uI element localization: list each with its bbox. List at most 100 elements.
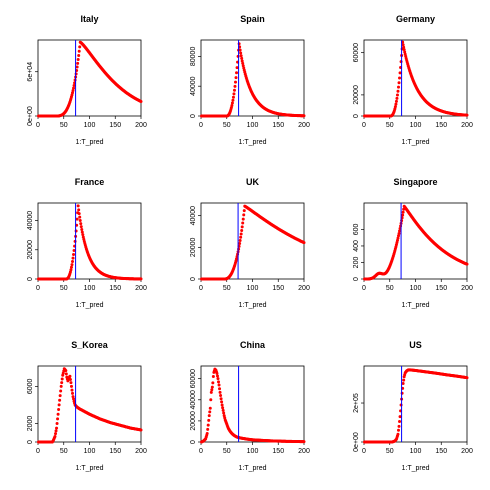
data-point bbox=[238, 242, 242, 246]
x-tick-label: 100 bbox=[84, 448, 96, 455]
data-point bbox=[71, 91, 75, 95]
x-tick-label: 50 bbox=[386, 285, 394, 292]
x-tick-label: 0 bbox=[36, 448, 40, 455]
data-point bbox=[220, 400, 224, 404]
x-tick-label: 0 bbox=[199, 285, 203, 292]
data-point bbox=[465, 376, 469, 380]
data-point bbox=[395, 96, 399, 100]
panel-title: China bbox=[240, 340, 266, 350]
data-point bbox=[402, 45, 406, 49]
data-point bbox=[402, 378, 406, 382]
x-tick-label: 150 bbox=[272, 122, 284, 129]
data-point bbox=[71, 260, 75, 264]
x-tick-label: 150 bbox=[272, 448, 284, 455]
data-point bbox=[81, 233, 85, 237]
data-point bbox=[396, 432, 400, 436]
data-point bbox=[395, 93, 399, 97]
data-point bbox=[401, 213, 405, 217]
data-point bbox=[218, 390, 222, 394]
data-point bbox=[53, 434, 57, 438]
data-point bbox=[68, 374, 72, 378]
data-point bbox=[219, 397, 223, 401]
data-point bbox=[402, 48, 406, 52]
data-point bbox=[397, 428, 401, 432]
y-tick-label: 0 bbox=[353, 114, 360, 118]
x-tick-label: 200 bbox=[135, 285, 147, 292]
data-series bbox=[363, 368, 469, 444]
plot-frame bbox=[200, 202, 305, 280]
panel-france: France 0 50 100 150 200 0 20000 40000 1:T_pred bbox=[27, 177, 147, 309]
data-point bbox=[397, 424, 401, 428]
x-tick-label: 50 bbox=[60, 122, 68, 129]
x-tick-label: 50 bbox=[60, 285, 68, 292]
data-point bbox=[207, 414, 211, 418]
panel-us: US 0 50 100 150 200 0e+00 2e+05 1:T_pred bbox=[353, 340, 473, 472]
y-tick-label: 6000 bbox=[27, 379, 34, 395]
x-tick-label: 50 bbox=[223, 448, 231, 455]
data-point bbox=[302, 114, 306, 118]
x-axis-label: 1:T_pred bbox=[75, 465, 103, 472]
data-point bbox=[231, 98, 235, 102]
data-point bbox=[232, 88, 236, 92]
panel-title: UK bbox=[246, 177, 259, 187]
data-point bbox=[403, 50, 407, 54]
x-axis-label: 1:T_pred bbox=[75, 139, 103, 146]
y-tick-label: 0 bbox=[27, 440, 34, 444]
x-tick-label: 200 bbox=[298, 122, 310, 129]
y-tick-label: 600 bbox=[353, 223, 360, 235]
y-tick-label: 2e+05 bbox=[353, 393, 360, 413]
data-series bbox=[363, 40, 469, 118]
data-point bbox=[242, 209, 246, 213]
data-point bbox=[58, 398, 62, 402]
data-series bbox=[37, 367, 143, 444]
data-point bbox=[401, 43, 405, 47]
data-point bbox=[60, 381, 64, 385]
data-point bbox=[72, 84, 76, 88]
data-point bbox=[236, 54, 240, 58]
data-point bbox=[77, 212, 81, 216]
data-point bbox=[400, 219, 404, 223]
data-point bbox=[71, 395, 75, 399]
data-point bbox=[241, 221, 245, 225]
x-tick-label: 200 bbox=[461, 285, 473, 292]
data-point bbox=[72, 86, 76, 90]
x-tick-label: 50 bbox=[223, 285, 231, 292]
data-point bbox=[76, 204, 80, 208]
x-tick-label: 0 bbox=[362, 448, 366, 455]
y-tick-label: 6e+04 bbox=[27, 62, 34, 82]
data-point bbox=[222, 411, 226, 415]
data-point bbox=[397, 81, 401, 85]
data-point bbox=[398, 71, 402, 75]
data-point bbox=[241, 64, 245, 68]
data-point bbox=[81, 235, 85, 239]
x-tick-label: 150 bbox=[435, 448, 447, 455]
data-point bbox=[398, 420, 402, 424]
data-point bbox=[79, 222, 83, 226]
data-point bbox=[242, 213, 246, 217]
data-point bbox=[59, 384, 63, 388]
data-point bbox=[235, 66, 239, 70]
panel-title: S_Korea bbox=[71, 340, 109, 350]
data-series bbox=[37, 40, 143, 118]
y-tick-label: 20000 bbox=[353, 85, 360, 105]
data-point bbox=[69, 384, 73, 388]
data-point bbox=[69, 265, 73, 269]
data-point bbox=[232, 92, 236, 96]
y-tick-label: 0e+00 bbox=[27, 106, 34, 126]
panel-title: Singapore bbox=[393, 177, 437, 187]
data-point bbox=[394, 102, 398, 106]
y-tick-label: 40000 bbox=[190, 206, 197, 226]
data-point bbox=[57, 408, 61, 412]
plot-frame bbox=[37, 202, 142, 280]
data-point bbox=[71, 391, 75, 395]
data-point bbox=[58, 394, 62, 398]
data-point bbox=[72, 248, 76, 252]
data-point bbox=[240, 225, 244, 229]
data-point bbox=[401, 382, 405, 386]
data-point bbox=[216, 377, 220, 381]
panel-uk: UK 0 50 100 150 200 0 20000 40000 1:T_pred bbox=[190, 177, 310, 309]
x-tick-label: 0 bbox=[199, 122, 203, 129]
data-point bbox=[231, 95, 235, 99]
